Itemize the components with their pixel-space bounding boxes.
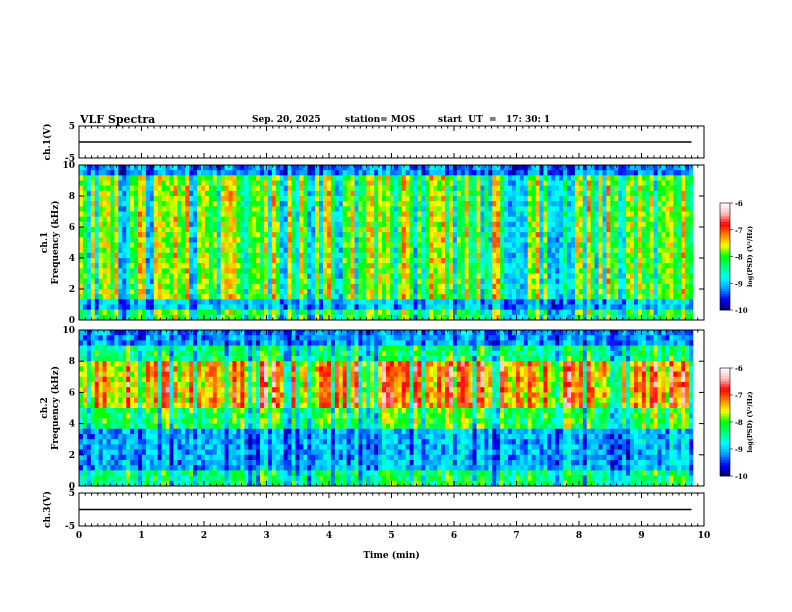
- xtick-label: 5: [388, 531, 394, 541]
- colorbar-tick-label: -6: [735, 364, 743, 373]
- ytick-label: -5: [65, 522, 75, 532]
- colorbar-label: log(PSD) (V²/Hz): [746, 391, 754, 452]
- colorbar-tick-label: -6: [735, 199, 743, 208]
- colorbar-tick-label: -9: [735, 279, 743, 288]
- header-start-time: start UT = 17: 30: 1: [438, 115, 551, 125]
- spectrogram-ch2: [79, 330, 694, 487]
- header-station: station= MOS: [345, 115, 416, 125]
- xtick-label: 4: [326, 531, 332, 541]
- ytick-label: -5: [65, 154, 75, 164]
- y-axis-label: Frequency (kHz): [50, 366, 61, 450]
- xtick-label: 8: [576, 531, 582, 541]
- channel-label: ch.1: [40, 232, 50, 253]
- ytick-label: 6: [69, 223, 75, 233]
- xtick-label: 0: [76, 531, 82, 541]
- xtick-label: 7: [513, 531, 519, 541]
- y-axis-label: Frequency (kHz): [50, 200, 61, 284]
- ytick-label: 8: [69, 192, 75, 202]
- chart-title: VLF Spectra: [80, 113, 156, 126]
- ytick-label: 5: [69, 122, 75, 132]
- ytick-label: 0: [69, 482, 75, 492]
- ytick-label: 2: [69, 451, 75, 461]
- colorbar-label: log(PSD) (V²/Hz): [746, 226, 754, 287]
- colorbar-tick-label: -8: [735, 418, 743, 427]
- xtick-label: 3: [263, 531, 269, 541]
- colorbar-tick-label: -8: [735, 253, 743, 262]
- channel-label: ch.2: [40, 397, 50, 418]
- xtick-label: 6: [451, 531, 457, 541]
- ytick-label: 4: [69, 420, 75, 430]
- xtick-label: 2: [201, 531, 207, 541]
- ytick-label: 10: [62, 326, 75, 336]
- ytick-label: 2: [69, 285, 75, 295]
- ytick-label: 5: [69, 489, 75, 499]
- xtick-label: 1: [138, 531, 144, 541]
- colorbar-tick-label: -10: [735, 306, 748, 315]
- colorbar-tick-label: -9: [735, 445, 743, 454]
- colorbar-tick-label: -7: [735, 391, 743, 400]
- ytick-label: 0: [69, 316, 75, 326]
- colorbar-tick-label: -7: [735, 226, 743, 235]
- header-date: Sep. 20, 2025: [252, 115, 321, 125]
- colorbar-tick-label: -10: [735, 472, 748, 481]
- xtick-label: 9: [638, 531, 644, 541]
- y-axis-label: ch.1(V): [42, 124, 53, 161]
- spectrogram-ch1: [79, 165, 694, 321]
- x-axis-label: Time (min): [363, 550, 420, 561]
- colorbar: [720, 203, 730, 311]
- xtick-label: 10: [698, 531, 711, 541]
- ytick-label: 4: [69, 254, 75, 264]
- ytick-label: 8: [69, 357, 75, 367]
- ytick-label: 6: [69, 388, 75, 398]
- y-axis-label: ch.3(V): [42, 491, 53, 528]
- ytick-label: 10: [62, 161, 75, 171]
- colorbar: [720, 368, 730, 477]
